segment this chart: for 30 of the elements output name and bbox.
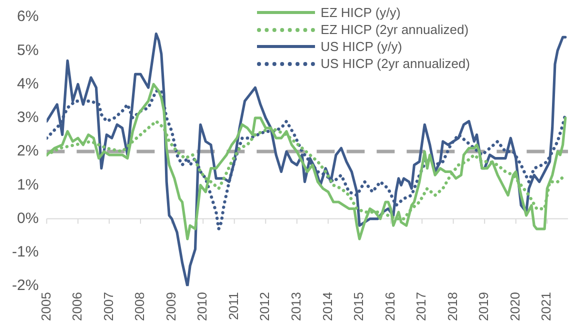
x-tick-label: 2021 [538,292,554,321]
x-tick-label: 2006 [70,292,85,321]
x-tick-label: 2014 [320,292,335,321]
x-tick-label: 2009 [163,292,178,321]
x-tick-label: 2010 [194,292,210,321]
y-tick-label: 2% [16,142,39,160]
x-tick-label: 2015 [351,292,366,321]
legend-label: EZ HICP (2yr annualized) [320,21,469,38]
x-tick-label: 2019 [476,292,492,321]
x-tick-label: 2007 [100,292,116,321]
x-tick-label: 2018 [444,292,460,321]
x-tick-label: 2011 [226,292,241,320]
x-tick-label: 2008 [132,292,148,321]
legend-label: EZ HICP (y/y) [320,4,401,21]
x-tick-label: 2017 [414,292,429,321]
y-tick-label: 1% [16,176,39,194]
legend-label: US HICP (2yr annualized) [320,55,470,72]
x-tick-label: 2012 [257,292,272,321]
x-tick-label: 2005 [38,292,54,321]
x-tick-label: 2020 [507,292,522,321]
legend-label: US HICP (y/y) [320,38,402,55]
x-tick-label: 2013 [288,292,304,321]
x-tick-label: 2016 [382,292,398,321]
y-tick-label: 4% [16,75,39,92]
y-tick-label: -1% [12,244,39,261]
y-tick-label: 5% [16,42,39,59]
y-tick-label: 0% [16,210,39,227]
y-tick-label: 3% [16,109,39,126]
y-tick-label: 6% [16,8,39,26]
y-tick-label: -2% [12,277,39,294]
